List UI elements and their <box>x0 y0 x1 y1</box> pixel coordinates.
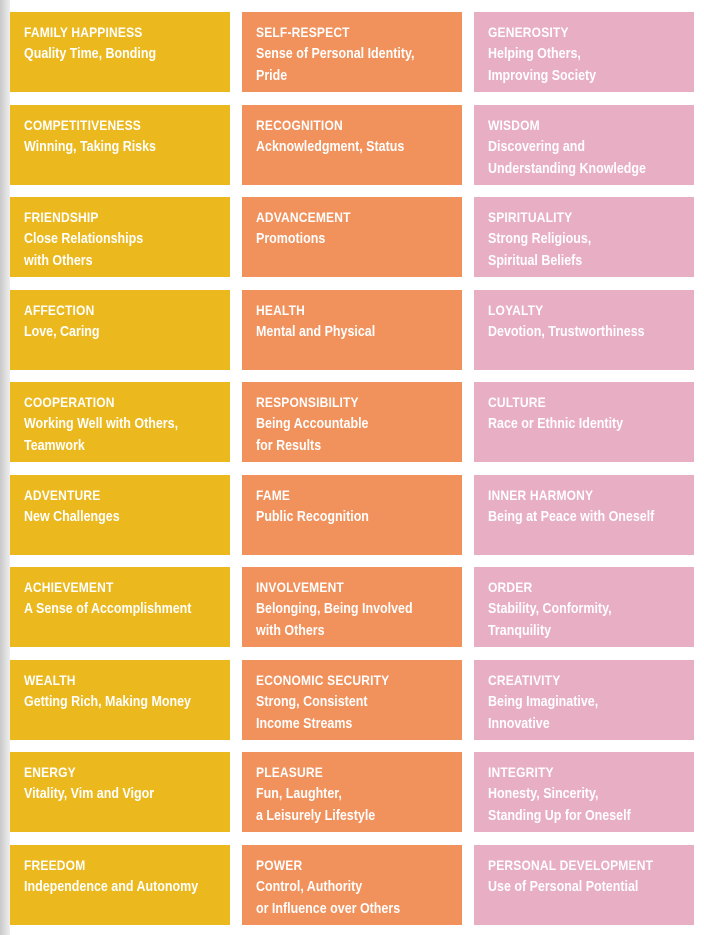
value-description: Independence and Autonomy <box>24 879 199 895</box>
value-title: WEALTH <box>24 672 76 688</box>
value-card-affection: AFFECTION Love, Caring <box>10 290 230 370</box>
value-card-spirituality: SPIRITUALITY Strong Religious, Spiritual … <box>474 197 694 277</box>
value-description: Being Accountable for Results <box>256 416 369 454</box>
value-card-health: HEALTH Mental and Physical <box>242 290 462 370</box>
value-title: ORDER <box>488 579 533 595</box>
value-description: Vitality, Vim and Vigor <box>24 786 155 802</box>
value-title: ACHIEVEMENT <box>24 579 114 595</box>
value-title: CULTURE <box>488 394 546 410</box>
value-card-recognition: RECOGNITION Acknowledgment, Status <box>242 105 462 185</box>
value-description: Being Imaginative, Innovative <box>488 694 599 732</box>
value-title: FRIENDSHIP <box>24 209 99 225</box>
value-title: HEALTH <box>256 302 305 318</box>
value-description: Control, Authority or Influence over Oth… <box>256 879 401 917</box>
value-card-cooperation: COOPERATION Working Well with Others, Tea… <box>10 382 230 462</box>
value-title: COMPETITIVENESS <box>24 117 141 133</box>
value-description: Fun, Laughter, a Leisurely Lifestyle <box>256 786 376 824</box>
value-title: CREATIVITY <box>488 672 561 688</box>
value-card-wealth: WEALTH Getting Rich, Making Money <box>10 660 230 740</box>
value-title: WISDOM <box>488 117 540 133</box>
value-title: RESPONSIBILITY <box>256 394 359 410</box>
value-title: SPIRITUALITY <box>488 209 573 225</box>
value-description: Promotions <box>256 231 326 247</box>
value-card-wisdom: WISDOM Discovering and Understanding Know… <box>474 105 694 185</box>
value-description: Belonging, Being Involved with Others <box>256 601 413 639</box>
value-description: Honesty, Sincerity, Standing Up for Ones… <box>488 786 631 824</box>
value-card-creativity: CREATIVITY Being Imaginative, Innovative <box>474 660 694 740</box>
value-card-friendship: FRIENDSHIP Close Relationships with Other… <box>10 197 230 277</box>
value-title: RECOGNITION <box>256 117 343 133</box>
value-description: A Sense of Accomplishment <box>24 601 192 617</box>
value-card-advancement: ADVANCEMENT Promotions <box>242 197 462 277</box>
value-description: Use of Personal Potential <box>488 879 639 895</box>
value-card-economic-security: ECONOMIC SECURITY Strong, Consistent Inco… <box>242 660 462 740</box>
value-card-integrity: INTEGRITY Honesty, Sincerity, Standing Up… <box>474 752 694 832</box>
value-title: ENERGY <box>24 764 76 780</box>
value-title: FAME <box>256 487 291 503</box>
value-card-responsibility: RESPONSIBILITY Being Accountable for Resu… <box>242 382 462 462</box>
value-description: Quality Time, Bonding <box>24 46 157 62</box>
value-title: ECONOMIC SECURITY <box>256 672 390 688</box>
value-description: Close Relationships with Others <box>24 231 144 269</box>
value-description: Winning, Taking Risks <box>24 139 156 155</box>
value-description: Acknowledgment, Status <box>256 139 405 155</box>
value-card-culture: CULTURE Race or Ethnic Identity <box>474 382 694 462</box>
value-description: Working Well with Others, Teamwork <box>24 416 179 454</box>
value-description: Stability, Conformity, Tranquility <box>488 601 612 639</box>
value-title: ADVENTURE <box>24 487 101 503</box>
value-card-adventure: ADVENTURE New Challenges <box>10 475 230 555</box>
value-description: Devotion, Trustworthiness <box>488 324 645 340</box>
value-card-power: POWER Control, Authority or Influence ove… <box>242 845 462 925</box>
value-title: LOYALTY <box>488 302 544 318</box>
value-card-inner-harmony: INNER HARMONY Being at Peace with Oneself <box>474 475 694 555</box>
value-description: New Challenges <box>24 509 120 525</box>
value-description: Mental and Physical <box>256 324 376 340</box>
value-title: FAMILY HAPPINESS <box>24 24 143 40</box>
value-description: Public Recognition <box>256 509 369 525</box>
value-card-family-happiness: FAMILY HAPPINESS Quality Time, Bonding <box>10 12 230 92</box>
value-card-personal-development: PERSONAL DEVELOPMENT Use of Personal Pote… <box>474 845 694 925</box>
value-description: Race or Ethnic Identity <box>488 416 624 432</box>
value-card-freedom: FREEDOM Independence and Autonomy <box>10 845 230 925</box>
value-card-self-respect: SELF-RESPECT Sense of Personal Identity, … <box>242 12 462 92</box>
value-title: FREEDOM <box>24 857 86 873</box>
value-card-involvement: INVOLVEMENT Belonging, Being Involved wit… <box>242 567 462 647</box>
value-title: COOPERATION <box>24 394 115 410</box>
value-title: POWER <box>256 857 303 873</box>
value-description: Strong Religious, Spiritual Beliefs <box>488 231 592 269</box>
value-card-fame: FAME Public Recognition <box>242 475 462 555</box>
value-card-generosity: GENEROSITY Helping Others, Improving Soci… <box>474 12 694 92</box>
value-card-competitiveness: COMPETITIVENESS Winning, Taking Risks <box>10 105 230 185</box>
value-card-loyalty: LOYALTY Devotion, Trustworthiness <box>474 290 694 370</box>
value-description: Sense of Personal Identity, Pride <box>256 46 415 84</box>
value-title: INNER HARMONY <box>488 487 594 503</box>
page-edge-shadow <box>0 0 10 935</box>
value-card-energy: ENERGY Vitality, Vim and Vigor <box>10 752 230 832</box>
value-description: Helping Others, Improving Society <box>488 46 597 84</box>
value-description: Getting Rich, Making Money <box>24 694 191 710</box>
value-description: Strong, Consistent Income Streams <box>256 694 368 732</box>
value-description: Love, Caring <box>24 324 100 340</box>
value-card-order: ORDER Stability, Conformity, Tranquility <box>474 567 694 647</box>
value-card-pleasure: PLEASURE Fun, Laughter, a Leisurely Lifes… <box>242 752 462 832</box>
value-title: PERSONAL DEVELOPMENT <box>488 857 654 873</box>
value-title: INTEGRITY <box>488 764 554 780</box>
value-title: SELF-RESPECT <box>256 24 350 40</box>
value-description: Being at Peace with Oneself <box>488 509 655 525</box>
value-title: PLEASURE <box>256 764 323 780</box>
value-title: AFFECTION <box>24 302 95 318</box>
value-title: ADVANCEMENT <box>256 209 351 225</box>
value-title: INVOLVEMENT <box>256 579 344 595</box>
value-description: Discovering and Understanding Knowledge <box>488 139 646 177</box>
value-title: GENEROSITY <box>488 24 569 40</box>
value-card-achievement: ACHIEVEMENT A Sense of Accomplishment <box>10 567 230 647</box>
